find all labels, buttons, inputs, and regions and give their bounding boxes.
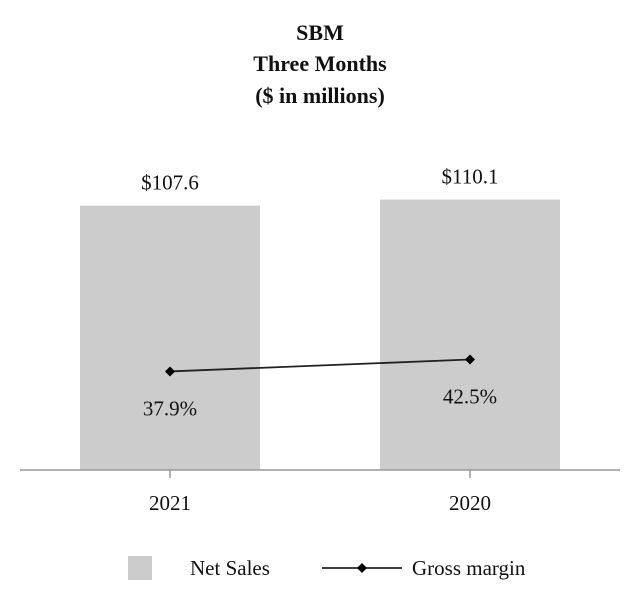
plot-area: $107.6 $110.1 2021 2020 37.9% 42.5% (20, 165, 620, 515)
legend: Net Sales Gross margin (128, 556, 526, 580)
legend-gross-margin-label: Gross margin (412, 556, 526, 580)
x-tick-label-2020: 2020 (449, 491, 491, 515)
net-sales-bar-2021 (80, 205, 260, 470)
gross-margin-line (169, 358, 471, 373)
chart-title-line-1: SBM (296, 20, 344, 45)
gross-margin-point-2020 (465, 354, 475, 365)
x-tick-label-2021: 2021 (149, 491, 191, 515)
net-sales-label-2021: $107.6 (141, 171, 199, 195)
legend-gross-margin-marker (357, 563, 367, 573)
gross-margin-label-2020: 42.5% (443, 385, 497, 409)
chart-title-line-2: Three Months (253, 51, 387, 76)
chart-title: SBM Three Months ($ in millions) (253, 20, 387, 108)
gross-margin-label-2021: 37.9% (143, 396, 197, 420)
legend-net-sales-swatch (128, 556, 152, 580)
net-sales-label-2020: $110.1 (442, 165, 499, 189)
chart-title-line-3: ($ in millions) (255, 83, 385, 108)
gross-margin-point-2021 (165, 366, 175, 377)
legend-net-sales-label: Net Sales (190, 556, 270, 580)
net-sales-bar-2020 (380, 199, 560, 470)
